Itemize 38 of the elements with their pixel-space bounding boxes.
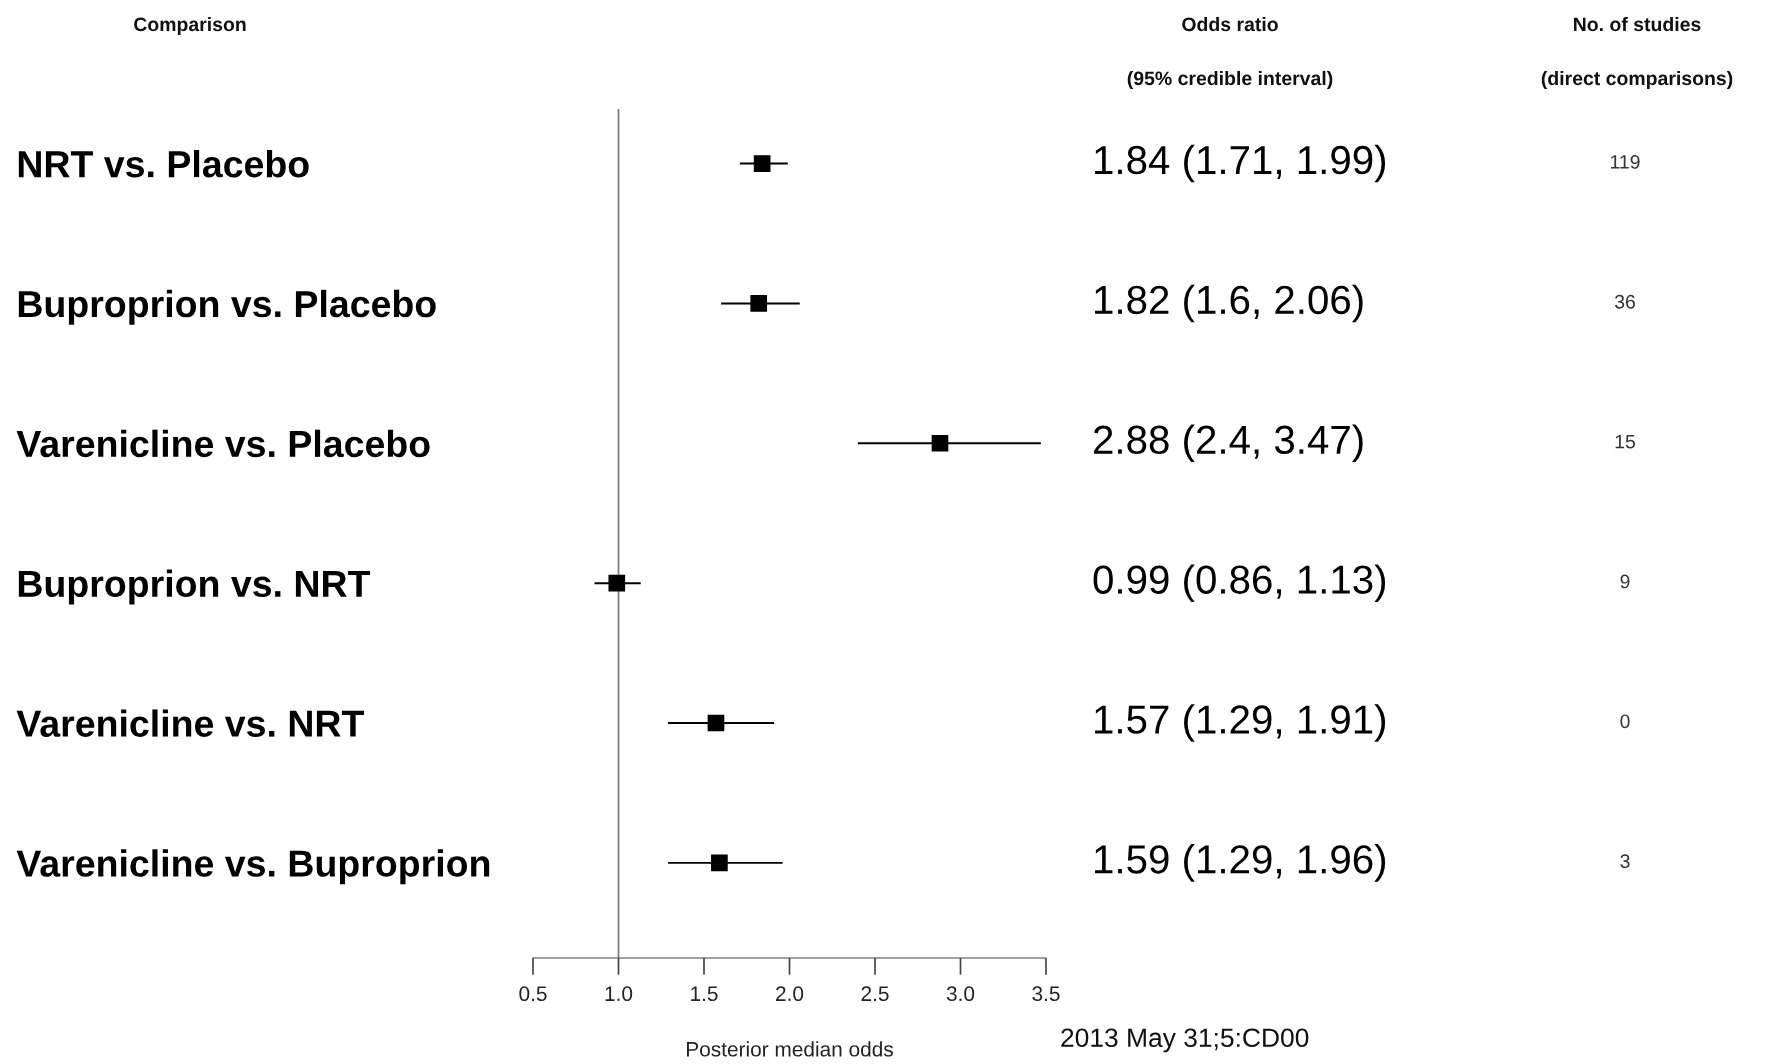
text: 1.82 (1.6, 2.06) — [1095, 284, 1363, 323]
point — [711, 854, 728, 872]
point — [750, 295, 768, 312]
x-tick-label: 3.0 — [946, 986, 975, 1002]
text: 2013 May 31;5:CD00 — [1061, 1028, 1309, 1053]
x-tick-label: 1.0 — [605, 986, 633, 1002]
x-axis-title: Posterior median odds — [686, 1041, 893, 1057]
x-tick-label: 2.0 — [776, 986, 804, 1002]
text: 36 — [1614, 294, 1635, 309]
y-tick-label: Varenicline vs. NRT — [16, 709, 364, 737]
text: 2.88 (2.4, 3.47) — [1094, 424, 1363, 463]
x-tick-label: 3.5 — [1032, 986, 1060, 1002]
point — [753, 155, 771, 172]
y-tick-label: Varenicline vs. Placebo — [16, 429, 430, 458]
text: 15 — [1615, 434, 1635, 449]
text: 9 — [1620, 574, 1630, 589]
point — [608, 574, 626, 592]
text: 1.84 (1.71, 1.99) — [1095, 144, 1386, 183]
text: 119 — [1610, 155, 1640, 169]
text: (95% credible interval) — [1127, 70, 1333, 90]
text: No. of studies — [1574, 16, 1701, 32]
text: 0.99 (0.86, 1.13) — [1093, 564, 1386, 602]
x-tick-label: 0.5 — [519, 986, 547, 1002]
point — [931, 434, 949, 452]
text: (direct comparisons) — [1541, 70, 1733, 90]
y-tick-label: NRT vs. Placebo — [18, 149, 309, 178]
y-tick-label: Buproprion vs. NRT — [18, 569, 371, 605]
text: 0 — [1620, 714, 1630, 729]
text: Comparison — [134, 16, 246, 36]
text: 1.59 (1.29, 1.96) — [1095, 844, 1386, 882]
point — [707, 714, 725, 732]
text: 1.57 (1.29, 1.91) — [1095, 704, 1386, 742]
y-tick-label: Varenicline vs. Buproprion — [16, 849, 490, 885]
text: 3 — [1620, 854, 1630, 869]
x-tick-label: 2.5 — [861, 986, 889, 1002]
y-tick-label: Buproprion vs. Placebo — [18, 289, 436, 325]
x-tick-label: 1.5 — [691, 986, 718, 1002]
text: Odds ratio — [1182, 16, 1278, 32]
